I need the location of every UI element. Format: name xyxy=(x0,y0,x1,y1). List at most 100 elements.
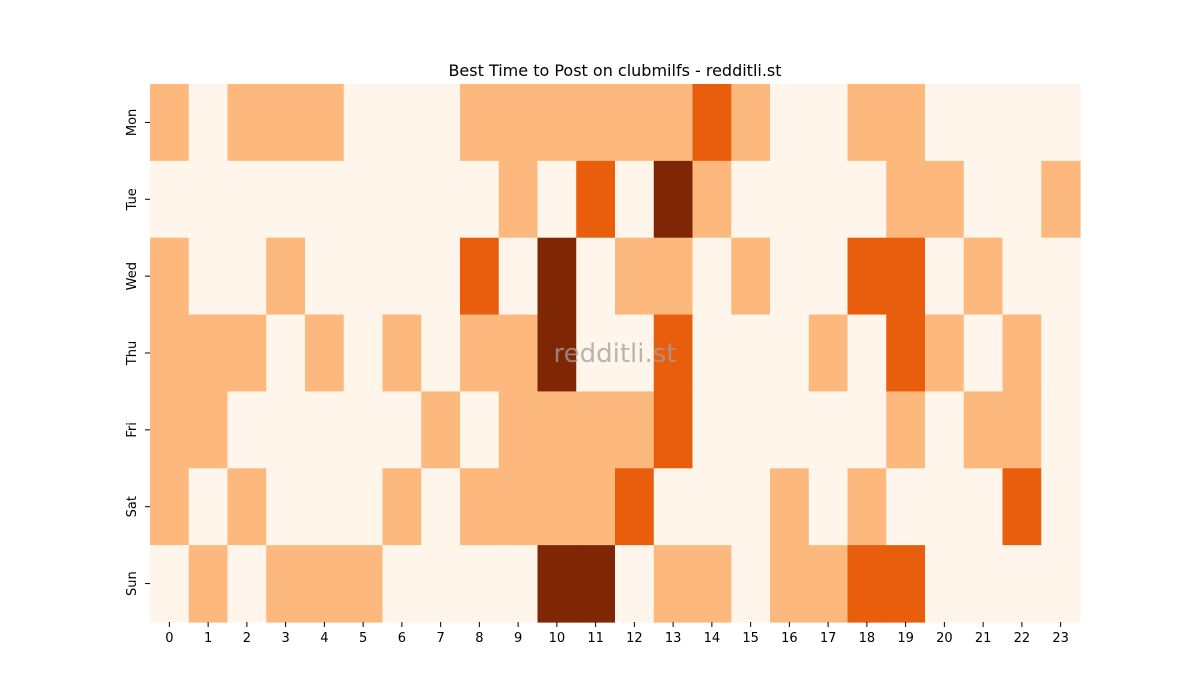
heatmap-cell-wed-5 xyxy=(343,237,384,316)
heatmap-cell-tue-17 xyxy=(808,160,849,239)
heatmap-cell-sun-2 xyxy=(227,545,267,623)
heatmap-cell-tue-1 xyxy=(188,160,229,239)
heatmap-cell-wed-10 xyxy=(537,237,577,316)
x-tick-label: 11 xyxy=(587,631,604,646)
x-tick-label: 22 xyxy=(1014,631,1031,646)
heatmap-cell-sun-4 xyxy=(305,545,345,623)
heatmap-cell-wed-18 xyxy=(847,237,887,316)
x-tick-label: 0 xyxy=(165,631,173,646)
x-axis: 0 1 2 3 4 5 6 7 8 9 10 11 12 13 14 15 16 17 18 19 20 21 22 23 xyxy=(165,622,1069,646)
heatmap-cell-sun-5 xyxy=(343,545,384,623)
heatmap-cell-thu-3 xyxy=(266,314,306,393)
heatmap-cell-wed-15 xyxy=(731,237,771,316)
heatmap-cell-sun-7 xyxy=(421,545,461,623)
heatmap-cell-sun-6 xyxy=(382,545,422,623)
heatmap-cell-thu-18 xyxy=(847,314,887,393)
heatmap-cell-wed-0 xyxy=(150,237,190,316)
x-tick-label: 17 xyxy=(820,631,837,646)
heatmap-cell-tue-21 xyxy=(963,160,1004,239)
heatmap-cell-sat-10 xyxy=(537,468,577,546)
heatmap-cell-fri-7 xyxy=(421,391,461,469)
heatmap-cell-tue-10 xyxy=(537,160,577,239)
heatmap-cell-sun-1 xyxy=(188,545,229,623)
heatmap-cell-wed-7 xyxy=(421,237,461,316)
heatmap-cell-sun-19 xyxy=(886,545,926,623)
heatmap-cell-sat-3 xyxy=(266,468,306,546)
heatmap-cell-sat-1 xyxy=(188,468,229,546)
heatmap-cell-sun-15 xyxy=(731,545,771,623)
heatmap-cell-wed-6 xyxy=(382,237,422,316)
heatmap-cell-sat-21 xyxy=(963,468,1004,546)
heatmap-cell-thu-21 xyxy=(963,314,1004,393)
heatmap-cell-mon-19 xyxy=(886,84,926,162)
chart-title: Best Time to Post on clubmilfs - redditl… xyxy=(448,61,781,80)
heatmap-cell-fri-8 xyxy=(460,391,500,469)
heatmap-cell-sat-5 xyxy=(343,468,384,546)
heatmap-cell-fri-6 xyxy=(382,391,422,469)
heatmap-cell-fri-11 xyxy=(576,391,616,469)
heatmap-cell-sat-16 xyxy=(770,468,810,546)
heatmap-cell-mon-20 xyxy=(925,84,965,162)
x-tick-label: 4 xyxy=(320,631,328,646)
heatmap-cell-thu-14 xyxy=(692,314,732,393)
heatmap-cell-tue-12 xyxy=(615,160,655,239)
heatmap-cell-thu-1 xyxy=(188,314,229,393)
x-tick-label: 6 xyxy=(398,631,406,646)
heatmap-cell-fri-23 xyxy=(1041,391,1081,469)
heatmap-cell-fri-21 xyxy=(963,391,1004,469)
heatmap-cell-tue-11 xyxy=(576,160,616,239)
heatmap-cell-mon-9 xyxy=(498,84,539,162)
heatmap-cell-wed-8 xyxy=(460,237,500,316)
heatmap-cell-fri-4 xyxy=(305,391,345,469)
heatmap-cell-sat-0 xyxy=(150,468,190,546)
heatmap-cell-thu-6 xyxy=(382,314,422,393)
heatmap-cell-sun-9 xyxy=(498,545,539,623)
heatmap-cell-sun-17 xyxy=(808,545,849,623)
heatmap-cell-sat-2 xyxy=(227,468,267,546)
x-tick-label: 20 xyxy=(936,631,953,646)
x-tick-label: 9 xyxy=(514,631,522,646)
heatmap-cell-sun-18 xyxy=(847,545,887,623)
heatmap-cell-wed-4 xyxy=(305,237,345,316)
heatmap-cell-sun-8 xyxy=(460,545,500,623)
heatmap-cell-thu-22 xyxy=(1002,314,1042,393)
heatmap-cell-thu-10 xyxy=(537,314,577,393)
heatmap-cell-sat-14 xyxy=(692,468,732,546)
heatmap-cell-thu-8 xyxy=(460,314,500,393)
heatmap-cell-mon-18 xyxy=(847,84,887,162)
heatmap-cell-thu-0 xyxy=(150,314,190,393)
heatmap-cell-fri-5 xyxy=(343,391,384,469)
x-tick-label: 2 xyxy=(243,631,251,646)
x-tick-label: 15 xyxy=(742,631,759,646)
x-tick-label: 10 xyxy=(549,631,566,646)
heatmap-cell-mon-23 xyxy=(1041,84,1081,162)
heatmap-cell-mon-15 xyxy=(731,84,771,162)
heatmap-cell-sun-20 xyxy=(925,545,965,623)
heatmap-cell-mon-21 xyxy=(963,84,1004,162)
heatmap-cell-mon-6 xyxy=(382,84,422,162)
heatmap-cell-fri-10 xyxy=(537,391,577,469)
heatmap-cell-tue-18 xyxy=(847,160,887,239)
y-tick-label: Wed xyxy=(125,262,140,290)
x-tick-label: 8 xyxy=(475,631,483,646)
heatmap-cell-tue-22 xyxy=(1002,160,1042,239)
y-tick-label: Sat xyxy=(125,496,140,517)
heatmap-cell-mon-1 xyxy=(188,84,229,162)
heatmap-cell-wed-11 xyxy=(576,237,616,316)
heatmap-cell-tue-19 xyxy=(886,160,926,239)
heatmap-cell-tue-2 xyxy=(227,160,267,239)
heatmap-cell-sat-8 xyxy=(460,468,500,546)
heatmap-cell-wed-22 xyxy=(1002,237,1042,316)
heatmap-cell-fri-19 xyxy=(886,391,926,469)
heatmap-cell-sat-23 xyxy=(1041,468,1081,546)
heatmap-cell-sat-4 xyxy=(305,468,345,546)
heatmap-cell-fri-3 xyxy=(266,391,306,469)
heatmap-cell-wed-23 xyxy=(1041,237,1081,316)
heatmap-cell-thu-9 xyxy=(498,314,539,393)
heatmap-cell-wed-14 xyxy=(692,237,732,316)
heatmap-cell-wed-21 xyxy=(963,237,1004,316)
heatmap-cell-fri-1 xyxy=(188,391,229,469)
heatmap-cell-sun-0 xyxy=(150,545,190,623)
heatmap-cell-sat-11 xyxy=(576,468,616,546)
heatmap-cell-tue-9 xyxy=(498,160,539,239)
